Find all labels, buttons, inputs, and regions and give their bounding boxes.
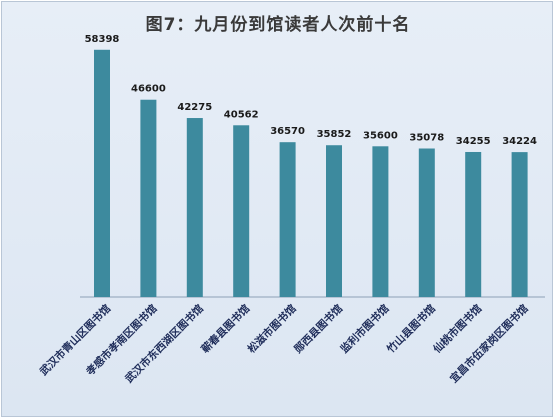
- category-label: 竹山县图书馆: [383, 302, 438, 357]
- bar: [372, 146, 389, 297]
- bar: [418, 148, 435, 297]
- data-label: 36570: [270, 126, 305, 137]
- bar: [511, 152, 528, 297]
- bar: [233, 125, 250, 297]
- bar: [140, 99, 157, 297]
- bar: [465, 151, 482, 297]
- data-label: 58398: [85, 34, 120, 45]
- category-label: 蕲春县图书馆: [199, 302, 253, 356]
- chart-title: 图7：九月份到馆读者人次前十名: [145, 15, 411, 35]
- data-label: 34255: [456, 136, 491, 147]
- data-label: 40562: [224, 109, 259, 120]
- bar: [94, 49, 110, 297]
- data-label: 34224: [502, 136, 537, 147]
- bar: [279, 142, 296, 297]
- data-label: 35078: [409, 133, 444, 144]
- bar: [186, 118, 203, 298]
- bar: [326, 145, 342, 297]
- category-label: 监利市图书馆: [338, 302, 392, 356]
- category-label: 郧西县图书馆: [291, 302, 345, 356]
- category-label: 武汉市东西湖区图书馆: [122, 302, 206, 386]
- data-label: 35600: [363, 130, 398, 141]
- data-label: 42275: [177, 102, 212, 113]
- data-label: 46600: [131, 84, 166, 95]
- data-label: 35852: [317, 129, 352, 140]
- category-label: 宜昌市伍家岗区图书馆: [447, 302, 531, 386]
- category-label: 松滋市图书馆: [245, 302, 299, 356]
